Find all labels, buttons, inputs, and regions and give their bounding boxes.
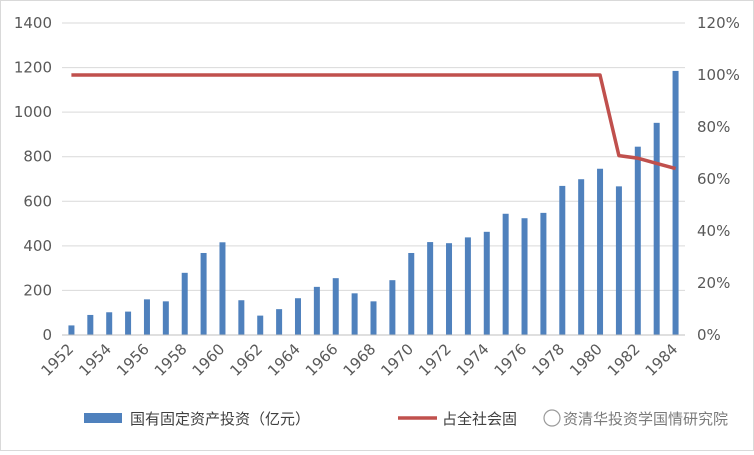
bar-1959 xyxy=(200,252,207,335)
bar-1957 xyxy=(162,301,169,335)
bar-1972 xyxy=(446,243,453,335)
bar-1984 xyxy=(672,70,679,336)
y-left-tick-label: 1400 xyxy=(14,14,52,32)
bar-1976 xyxy=(521,218,528,335)
bar-1952 xyxy=(68,325,75,335)
bar-1971 xyxy=(427,242,434,335)
bar-1979 xyxy=(578,179,585,335)
share-line xyxy=(71,73,677,171)
bar-1963 xyxy=(276,309,283,335)
y-right-tick-label: 80% xyxy=(697,118,730,136)
bar-1974 xyxy=(483,231,490,335)
y-left-tick-label: 0 xyxy=(42,326,52,344)
y-right-tick-label: 60% xyxy=(697,170,730,188)
bar-1966 xyxy=(332,278,339,335)
bar-1962 xyxy=(257,315,264,335)
bar-1956 xyxy=(143,299,150,335)
y-left-tick-label: 1200 xyxy=(14,59,52,77)
y-left-tick-label: 400 xyxy=(23,237,52,255)
bar-series xyxy=(68,70,679,336)
bar-1983 xyxy=(653,122,660,335)
watermark-logo-icon xyxy=(543,409,561,427)
bar-1958 xyxy=(181,272,188,335)
legend-label-bar: 国有固定资产投资（亿元） xyxy=(130,410,310,428)
y-left-tick-label: 600 xyxy=(23,192,52,210)
y-left-tick-label: 200 xyxy=(23,281,52,299)
watermark-text: 资清华投资学国情研究院 xyxy=(563,410,728,428)
bar-1970 xyxy=(408,252,415,335)
bar-1968 xyxy=(370,301,377,335)
y-right-tick-label: 120% xyxy=(697,14,740,32)
bar-1977 xyxy=(540,212,547,335)
y-right-tick-label: 100% xyxy=(697,66,740,84)
right-axis-ticks: 0% 20% 40% 60% 80% 100% 120% xyxy=(697,14,740,344)
bar-1978 xyxy=(559,185,566,335)
bar-1961 xyxy=(238,300,245,335)
bar-1964 xyxy=(294,298,301,335)
y-right-tick-label: 0% xyxy=(697,326,721,344)
bar-1953 xyxy=(87,314,94,335)
bar-1980 xyxy=(597,168,604,335)
bar-1955 xyxy=(125,311,132,335)
bar-1975 xyxy=(502,213,509,335)
bar-1973 xyxy=(464,237,471,335)
bar-1954 xyxy=(106,312,113,335)
y-right-tick-label: 20% xyxy=(697,274,730,292)
line-series xyxy=(71,73,677,171)
legend-swatch-bar xyxy=(84,413,122,423)
legend: 国有固定资产投资（亿元） 占全社会固 资清华投资学国情研究院 xyxy=(84,409,728,428)
bar-1981 xyxy=(615,186,622,335)
y-left-tick-label: 800 xyxy=(23,148,52,166)
bar-1960 xyxy=(219,242,226,335)
bar-1967 xyxy=(351,293,358,335)
bar-1969 xyxy=(389,280,396,335)
y-left-tick-label: 1000 xyxy=(14,103,52,121)
y-right-tick-label: 40% xyxy=(697,222,730,240)
legend-label-line: 占全社会固 xyxy=(442,410,517,428)
left-axis-ticks: 0 200 400 600 800 1000 1200 1400 xyxy=(14,14,52,344)
bar-1982 xyxy=(634,146,641,335)
bar-1965 xyxy=(313,286,320,335)
